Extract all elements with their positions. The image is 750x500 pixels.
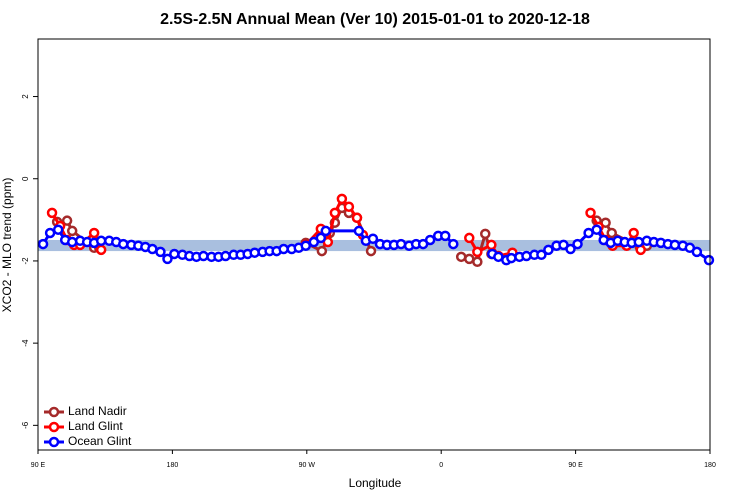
legend-label: Land Nadir <box>68 404 127 418</box>
data-point <box>88 227 100 239</box>
data-point <box>591 224 602 235</box>
x-axis-label: Longitude <box>349 476 402 490</box>
data-point <box>464 232 475 244</box>
y-axis-label: XCO2 - MLO trend (ppm) <box>0 178 14 313</box>
data-point <box>367 233 379 244</box>
data-point <box>472 256 483 268</box>
data-point <box>439 230 451 242</box>
legend-swatch-marker <box>48 421 60 433</box>
data-point <box>155 246 166 258</box>
data-point <box>300 240 312 251</box>
data-point <box>95 244 107 256</box>
legend-swatch-marker <box>48 436 60 448</box>
data-point <box>220 250 231 262</box>
y-tick-label: 0 <box>21 176 30 181</box>
data-point <box>572 238 583 250</box>
data-point <box>565 243 576 255</box>
x-tick-label: 90 E <box>568 462 583 469</box>
data-point <box>583 227 594 239</box>
data-point <box>320 225 332 237</box>
data-point <box>278 243 289 255</box>
data-point <box>329 207 341 219</box>
data-point <box>169 248 180 260</box>
data-point <box>633 236 645 248</box>
x-tick-label: 0 <box>439 462 443 469</box>
data-point <box>118 238 129 250</box>
data-point <box>506 252 517 264</box>
data-point <box>66 236 78 248</box>
data-point <box>353 225 365 237</box>
y-tick-label: -6 <box>21 421 30 429</box>
x-tick-label: 180 <box>704 462 716 469</box>
x-tick-label: 180 <box>167 462 179 469</box>
data-point <box>37 238 49 250</box>
data-point <box>536 249 547 261</box>
reference-band <box>38 239 710 252</box>
y-tick-label: -4 <box>21 339 30 347</box>
data-point <box>543 244 554 256</box>
data-point <box>472 246 483 258</box>
data-point <box>703 254 715 266</box>
data-point <box>147 243 158 255</box>
data-point <box>585 207 596 219</box>
legend-label: Ocean Glint <box>68 434 132 448</box>
data-point <box>44 227 56 239</box>
data-point <box>691 246 703 258</box>
data-point <box>46 207 58 219</box>
data-point <box>198 250 209 262</box>
data-point <box>66 225 78 237</box>
chart-title: 2.5S-2.5N Annual Mean (Ver 10) 2015-01-0… <box>160 11 590 28</box>
data-point <box>336 193 348 205</box>
data-point <box>395 238 407 250</box>
data-point <box>343 201 355 212</box>
data-point <box>521 250 532 262</box>
data-point <box>628 227 639 239</box>
legend-swatch-marker <box>48 406 60 418</box>
data-point <box>486 239 497 251</box>
y-tick-label: -2 <box>21 257 30 265</box>
data-point <box>606 227 617 239</box>
data-point <box>61 215 73 226</box>
data-point <box>95 235 107 247</box>
legend-label: Land Glint <box>68 419 123 433</box>
x-tick-label: 90 E <box>31 462 46 469</box>
data-point <box>448 238 459 250</box>
data-point <box>455 251 467 263</box>
data-point <box>316 245 328 257</box>
data-point <box>464 253 475 265</box>
x-tick-label: 90 W <box>299 462 316 469</box>
data-point <box>52 224 64 235</box>
data-point <box>351 212 363 224</box>
data-point <box>315 232 327 244</box>
data-point <box>365 245 377 257</box>
data-point <box>480 228 491 240</box>
plot-border <box>37 38 711 451</box>
y-tick-label: 2 <box>21 94 30 99</box>
data-point <box>162 253 173 265</box>
data-point <box>424 234 436 246</box>
